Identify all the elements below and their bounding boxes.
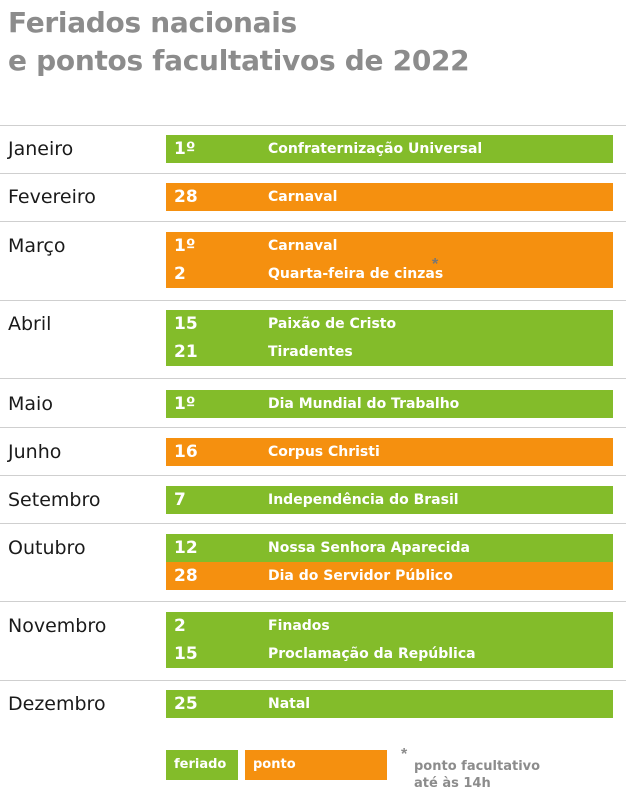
- holiday-name: Natal: [268, 696, 311, 712]
- month-name: Setembro: [8, 489, 101, 511]
- holiday-name: Confraternização Universal: [268, 141, 483, 157]
- holiday-entry: 15 Paixão de Cristo: [166, 310, 613, 338]
- holiday-name: Proclamação da República: [268, 646, 476, 662]
- row-separator: [0, 378, 626, 379]
- holiday-entry: 7 Independência do Brasil: [166, 486, 613, 514]
- holiday-entry: 28 Carnaval: [166, 183, 613, 211]
- title-line-1: Feriados nacionais: [8, 6, 297, 39]
- row-separator: [0, 475, 626, 476]
- holiday-name: Carnaval: [268, 189, 338, 205]
- holiday-entry: 15 Proclamação da República: [166, 640, 613, 668]
- month-holidays: 1º Carnaval 2 Quarta-feira de cinzas *: [166, 232, 613, 288]
- asterisk-icon: *: [432, 256, 439, 273]
- holiday-entry: 12 Nossa Senhora Aparecida: [166, 534, 613, 562]
- title-line-2: e pontos facultativos de 2022: [8, 44, 470, 77]
- holiday-day: 28: [174, 566, 198, 586]
- holiday-day: 7: [174, 490, 186, 510]
- month-holidays: 1º Dia Mundial do Trabalho: [166, 390, 613, 418]
- holiday-name: Tiradentes: [268, 344, 353, 360]
- holiday-name: Corpus Christi: [268, 444, 380, 460]
- holiday-day: 16: [174, 442, 198, 462]
- month-holidays: 12 Nossa Senhora Aparecida 28 Dia do Servid…: [166, 534, 613, 590]
- row-separator: [0, 601, 626, 602]
- month-name: Dezembro: [8, 693, 106, 715]
- holiday-name: Paixão de Cristo: [268, 316, 397, 332]
- holiday-day: 28: [174, 187, 198, 207]
- holiday-day: 12: [174, 538, 198, 558]
- holiday-entry: 1º Carnaval: [166, 232, 613, 260]
- page-title: Feriados nacionais e pontos facultativos…: [8, 4, 470, 80]
- holiday-day: 15: [174, 644, 198, 664]
- month-name: Janeiro: [8, 138, 74, 160]
- month-holidays: 1º Confraternização Universal: [166, 135, 613, 163]
- holiday-entry: 1º Dia Mundial do Trabalho: [166, 390, 613, 418]
- row-separator: [0, 125, 626, 126]
- month-name: Maio: [8, 393, 53, 415]
- legend-feriado: feriado: [166, 750, 238, 780]
- legend-ponto-facultativo: ponto facultativo: [245, 750, 387, 802]
- month-holidays: 16 Corpus Christi: [166, 438, 613, 466]
- month-name: Outubro: [8, 537, 86, 559]
- holiday-day: 1º: [174, 139, 196, 159]
- holiday-name: Independência do Brasil: [268, 492, 459, 508]
- holiday-day: 1º: [174, 236, 196, 256]
- holiday-name: Nossa Senhora Aparecida: [268, 540, 470, 556]
- legend-note-line-2: até às 14h: [414, 776, 491, 791]
- holiday-name: Dia do Servidor Público: [268, 568, 453, 584]
- month-holidays: 25 Natal: [166, 690, 613, 718]
- holiday-name: Dia Mundial do Trabalho: [268, 396, 460, 412]
- month-name: Novembro: [8, 615, 107, 637]
- month-name: Fevereiro: [8, 186, 96, 208]
- holiday-entry: 2 Quarta-feira de cinzas *: [166, 256, 613, 288]
- holiday-entry: 21 Tiradentes: [166, 338, 613, 366]
- holiday-day: 25: [174, 694, 198, 714]
- month-name: Junho: [8, 441, 62, 463]
- row-separator: [0, 173, 626, 174]
- month-holidays: 7 Independência do Brasil: [166, 486, 613, 514]
- legend-note-line-1: ponto facultativo: [414, 759, 541, 774]
- holiday-entry: 16 Corpus Christi: [166, 438, 613, 466]
- row-separator: [0, 221, 626, 222]
- holiday-name: Quarta-feira de cinzas: [268, 266, 444, 282]
- row-separator: [0, 300, 626, 301]
- legend-note: ponto facultativo até às 14h: [414, 758, 540, 792]
- holiday-day: 2: [174, 264, 186, 284]
- month-holidays: 2 Finados 15 Proclamação da República: [166, 612, 613, 668]
- holiday-name: Carnaval: [268, 238, 338, 254]
- holiday-day: 15: [174, 314, 198, 334]
- holiday-entry: 1º Confraternização Universal: [166, 135, 613, 163]
- holiday-day: 2: [174, 616, 186, 636]
- holiday-entry: 2 Finados: [166, 612, 613, 640]
- holiday-day: 21: [174, 342, 198, 362]
- row-separator: [0, 427, 626, 428]
- month-name: Março: [8, 235, 66, 257]
- row-separator: [0, 680, 626, 681]
- row-separator: [0, 523, 626, 524]
- month-holidays: 28 Carnaval: [166, 183, 613, 211]
- holiday-name: Finados: [268, 618, 330, 634]
- holiday-day: 1º: [174, 394, 196, 414]
- month-holidays: 15 Paixão de Cristo 21 Tiradentes: [166, 310, 613, 366]
- month-name: Abril: [8, 313, 52, 335]
- holiday-entry: 28 Dia do Servidor Público: [166, 562, 613, 590]
- legend-asterisk: *: [401, 746, 408, 763]
- holiday-entry: 25 Natal: [166, 690, 613, 718]
